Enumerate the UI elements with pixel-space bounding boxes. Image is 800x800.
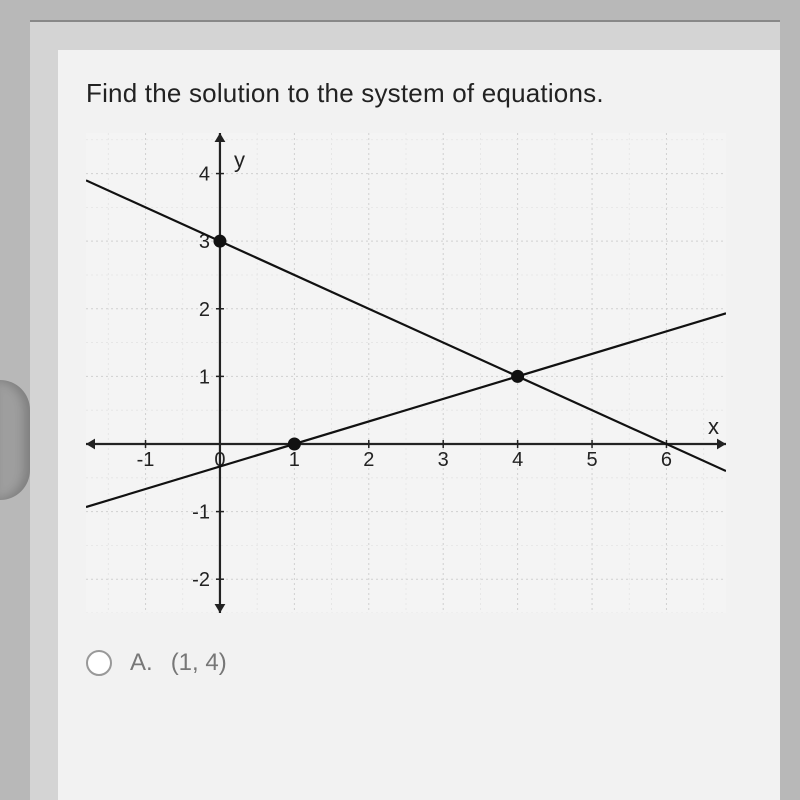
- outer-frame: Find the solution to the system of equat…: [30, 20, 780, 800]
- svg-text:-2: -2: [192, 569, 210, 591]
- radio-icon[interactable]: [86, 650, 112, 676]
- svg-text:1: 1: [199, 366, 210, 388]
- chart-container: -10123456-2-11234yx: [86, 133, 726, 613]
- svg-text:5: 5: [586, 449, 597, 471]
- svg-text:4: 4: [199, 164, 210, 186]
- svg-text:4: 4: [512, 449, 523, 471]
- svg-text:3: 3: [438, 449, 449, 471]
- content-card: Find the solution to the system of equat…: [58, 50, 780, 800]
- svg-text:-1: -1: [192, 502, 210, 524]
- svg-text:x: x: [708, 414, 719, 439]
- option-letter: A.: [130, 649, 153, 677]
- svg-text:1: 1: [289, 449, 300, 471]
- svg-text:-1: -1: [137, 449, 155, 471]
- answer-option-a[interactable]: A. (1, 4): [86, 649, 752, 677]
- svg-text:6: 6: [661, 449, 672, 471]
- system-of-equations-chart: -10123456-2-11234yx: [86, 133, 726, 613]
- option-text: (1, 4): [171, 649, 227, 677]
- svg-text:y: y: [234, 148, 245, 173]
- svg-text:2: 2: [363, 449, 374, 471]
- phone-edge-shadow: [0, 380, 30, 500]
- question-text: Find the solution to the system of equat…: [86, 78, 752, 109]
- svg-text:2: 2: [199, 299, 210, 321]
